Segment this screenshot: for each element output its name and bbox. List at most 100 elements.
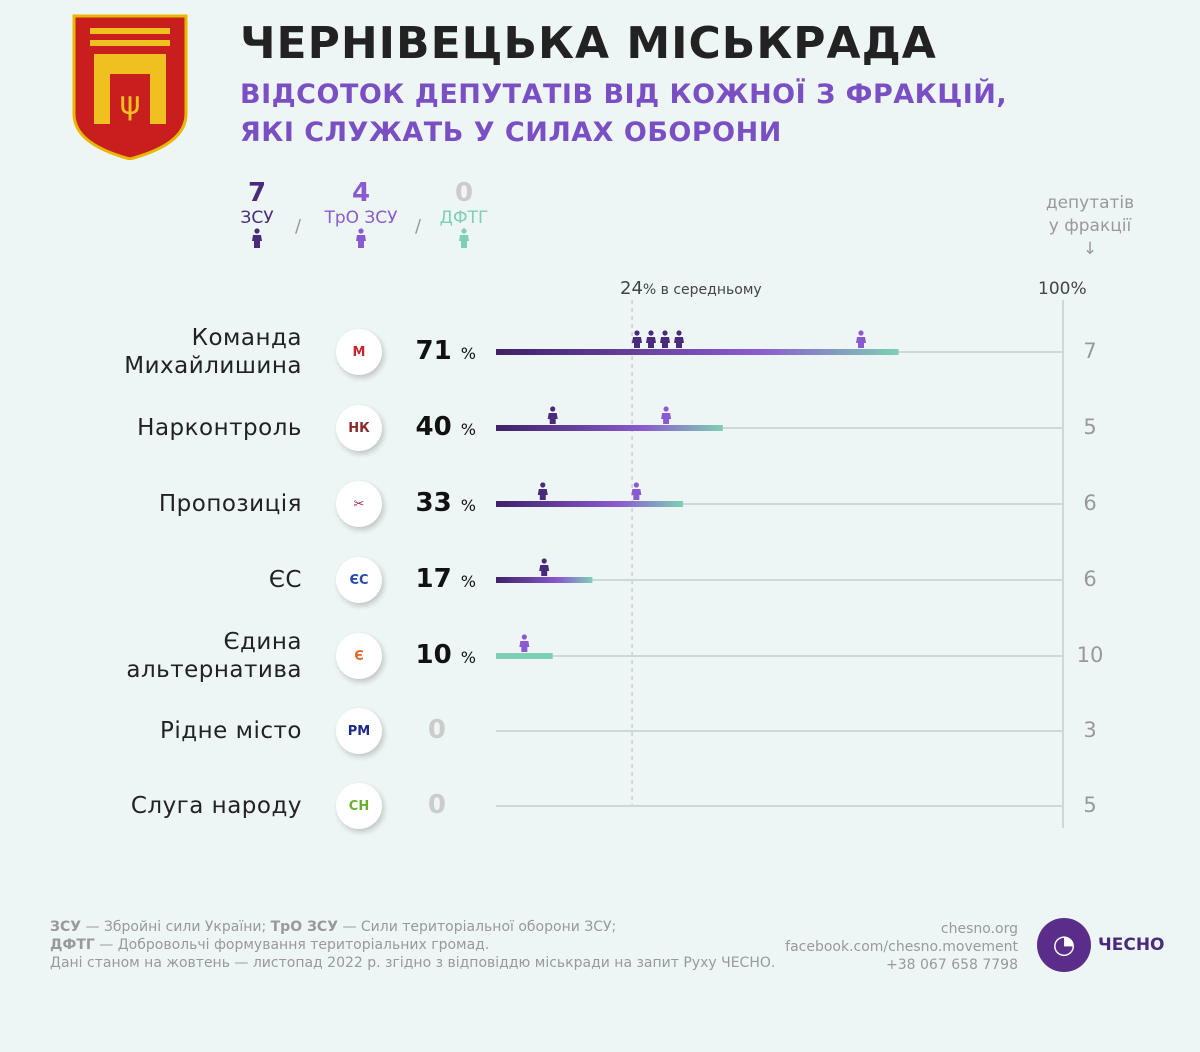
- arrow-down-icon: ↓: [1082, 239, 1098, 259]
- faction-size: 6: [1083, 491, 1097, 515]
- person-icon: [632, 330, 642, 348]
- faction-name-line: Михайлишина: [124, 353, 302, 379]
- average-value: 24: [620, 278, 643, 299]
- note-term: ЗСУ: [50, 919, 82, 935]
- percent-value: 0: [427, 790, 446, 820]
- percent-sign: %: [460, 648, 476, 667]
- party-logo: РМ: [336, 708, 382, 754]
- person-icon: [646, 330, 656, 348]
- faction-name-line: Слуга народу: [130, 793, 302, 819]
- faction-name: Команда Михайлишина: [124, 324, 302, 380]
- count-header-line: у фракції: [1048, 216, 1132, 236]
- legend-zsu: 7 ЗСУ: [212, 178, 302, 252]
- person-icon: [539, 558, 550, 576]
- percent-label: 71 %: [400, 336, 476, 366]
- legend-label: ЗСУ: [240, 208, 274, 228]
- percent-value: 71: [415, 336, 452, 366]
- person-icon: [856, 330, 866, 348]
- site-link[interactable]: chesno.org: [940, 921, 1018, 937]
- footer-notes: ЗСУ — Збройні сили України; ТрО ЗСУ — Си…: [50, 918, 775, 972]
- max-label: 100%: [1038, 279, 1087, 299]
- legend-count: 7: [247, 178, 267, 208]
- legend-dftg: 0 ДФТГ: [419, 178, 509, 252]
- note-text: — Збройні сили України;: [81, 919, 271, 935]
- faction-name-line: альтернатива: [126, 657, 302, 683]
- person-icon: [537, 482, 548, 500]
- legend-label: ДФТГ: [439, 208, 489, 228]
- person-icon: [660, 330, 670, 348]
- faction-name-line: Нарконтроль: [137, 415, 302, 441]
- person-icon: [419, 228, 509, 252]
- faction-size: 5: [1083, 793, 1097, 817]
- percent-sign: %: [460, 420, 476, 439]
- percent-value: 40: [415, 412, 452, 442]
- percent-label: 0: [400, 790, 446, 820]
- percent-value: 10: [415, 640, 452, 670]
- percent-label: 0: [400, 715, 446, 745]
- faction-name: Слуга народу: [131, 792, 302, 820]
- party-logo: НК: [336, 405, 382, 451]
- faction-size: 6: [1083, 567, 1097, 591]
- percent-label: 40 %: [400, 412, 476, 442]
- party-logo: СН: [336, 783, 382, 829]
- person-icon: [316, 228, 406, 252]
- faction-name-line: ЄС: [268, 567, 302, 593]
- average-text: % в середньому: [642, 282, 762, 298]
- faction-name-line: Пропозиція: [158, 491, 302, 517]
- party-logo: Є: [336, 633, 382, 679]
- average-label: 24% в середньому: [620, 278, 762, 299]
- faction-name: ЄС: [269, 566, 302, 594]
- faction-name: Рідне місто: [160, 717, 302, 745]
- legend-separator: /: [295, 216, 302, 237]
- bar: [496, 425, 723, 431]
- percent-sign: %: [460, 496, 476, 515]
- facebook-link[interactable]: facebook.com/chesno.movement: [785, 939, 1018, 955]
- coat-of-arms: ψ: [72, 14, 188, 161]
- note-term: ДФТГ: [50, 937, 95, 953]
- percent-label: 17 %: [400, 564, 476, 594]
- note-text: — Сили територіальної оборони ЗСУ;: [338, 919, 617, 935]
- count-header: депутатів у фракції ↓: [1030, 192, 1150, 261]
- faction-size: 10: [1076, 643, 1104, 667]
- faction-size: 3: [1083, 718, 1097, 742]
- bar: [496, 501, 684, 507]
- faction-size: 7: [1083, 339, 1097, 363]
- legend-count: 0: [454, 178, 474, 208]
- bar: [496, 349, 899, 355]
- svg-text:ψ: ψ: [119, 84, 140, 122]
- faction-size: 5: [1083, 415, 1097, 439]
- page-subtitle: ВІДСОТОК ДЕПУТАТІВ ВІД КОЖНОЇ З ФРАКЦІЙ,…: [240, 76, 1007, 152]
- percent-sign: %: [460, 344, 476, 363]
- party-logo: ✂: [336, 481, 382, 527]
- legend-tro: 4 ТрО ЗСУ: [316, 178, 406, 252]
- faction-name: Пропозиція: [159, 490, 302, 518]
- legend-separator: /: [415, 216, 422, 237]
- party-logo: М: [336, 329, 382, 375]
- person-icon: [674, 330, 684, 348]
- faction-name-line: Рідне місто: [159, 718, 302, 744]
- person-icon: [547, 406, 558, 424]
- legend-label: ТрО ЗСУ: [324, 208, 398, 228]
- percent-value: 33: [415, 488, 452, 518]
- percent-sign: %: [460, 572, 476, 591]
- percent-label: 33 %: [400, 488, 476, 518]
- percent-label: 10 %: [400, 640, 476, 670]
- person-icon: [631, 482, 642, 500]
- faction-name: Нарконтроль: [137, 414, 302, 442]
- party-logo: ЄС: [336, 557, 382, 603]
- contacts: chesno.org facebook.com/chesno.movement …: [785, 920, 1018, 974]
- percent-value: 0: [427, 715, 446, 745]
- brand-name: ЧЕСНО: [1098, 935, 1165, 955]
- percent-value: 17: [415, 564, 452, 594]
- subtitle-line: ВІДСОТОК ДЕПУТАТІВ ВІД КОЖНОЇ З ФРАКЦІЙ,: [240, 79, 1008, 110]
- person-icon: [212, 228, 302, 252]
- source-note: Дані станом на жовтень — листопад 2022 р…: [50, 955, 776, 971]
- legend-count: 4: [351, 178, 371, 208]
- page-title: ЧЕРНІВЕЦЬКА МІСЬКРАДА: [240, 18, 937, 69]
- count-header-line: депутатів: [1045, 193, 1135, 213]
- person-icon: [661, 406, 672, 424]
- garlic-logo-icon: ◔: [1037, 918, 1091, 972]
- note-term: ТрО ЗСУ: [270, 919, 338, 935]
- faction-name-line: Єдина: [223, 629, 302, 655]
